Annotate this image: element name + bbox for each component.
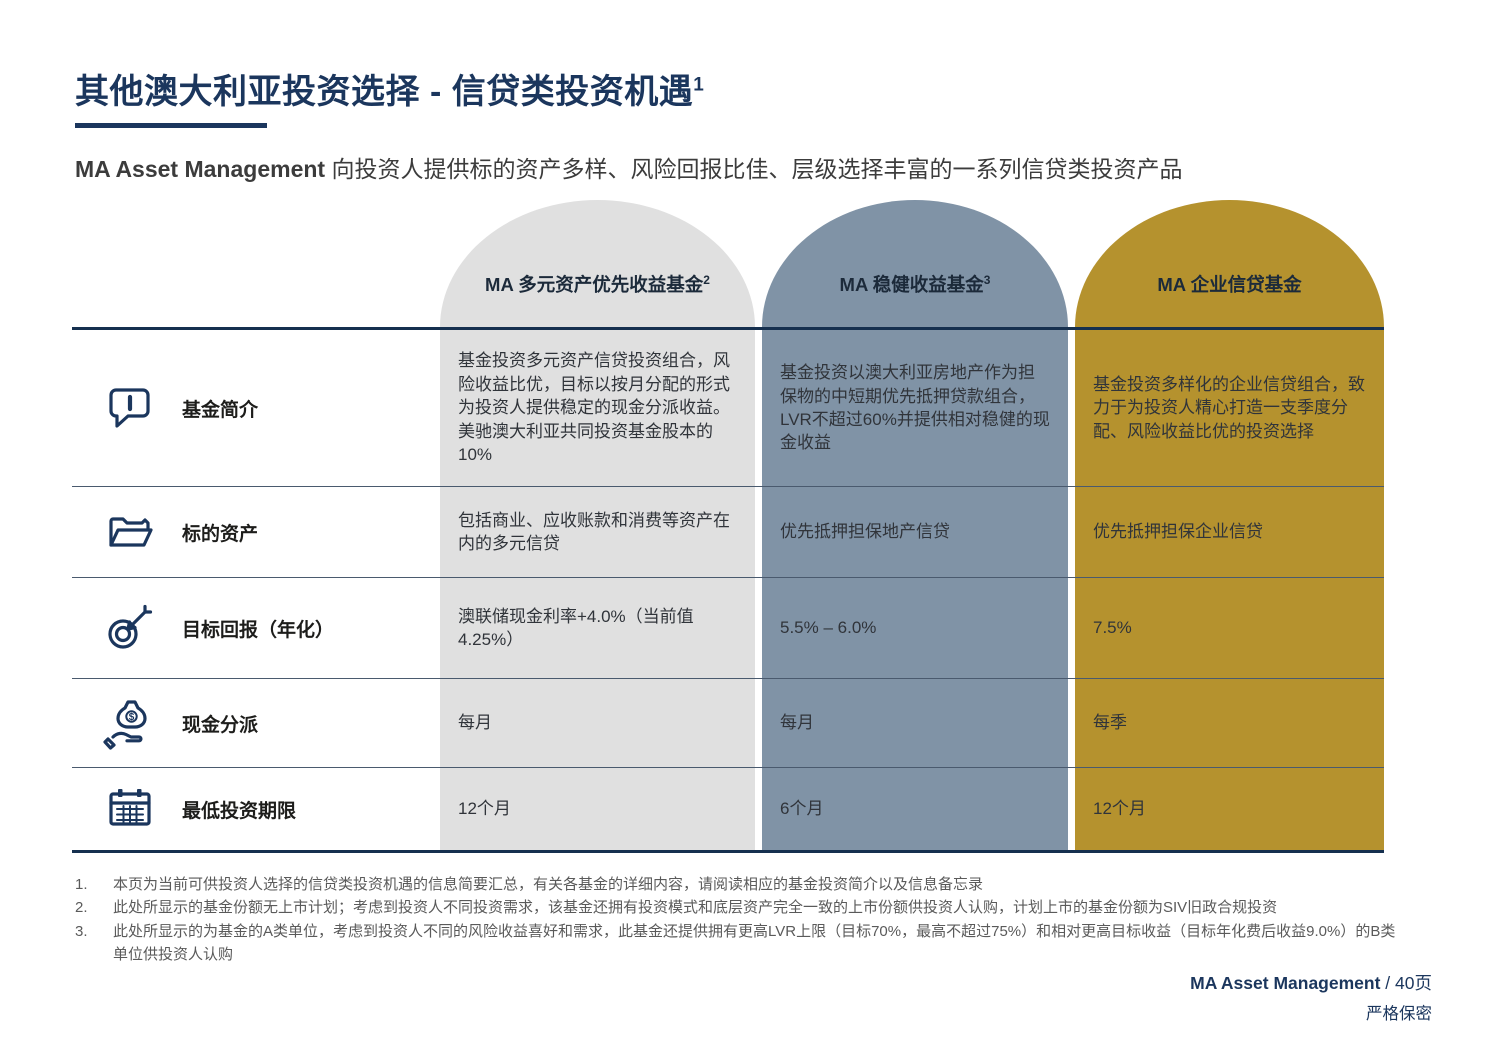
column-header-corporate-credit-fund: MA 企业信贷基金 [1075,200,1384,327]
row-label: 现金分派 [182,714,259,736]
slide-header: 其他澳大利亚投资选择 - 信贷类投资机遇1 MA Asset Managemen… [0,0,1500,184]
footnote-text: 本页为当前可供投资人选择的信贷类投资机遇的信息简要汇总，有关各基金的详细内容，请… [113,876,984,893]
row-label-cell: 基金简介 [72,330,440,486]
open-folder-icon [102,504,158,560]
page-title-footnote-ref: 1 [693,74,705,96]
cell-term-stable: 6个月 [762,768,1068,850]
row-label: 目标回报（年化） [182,619,335,641]
cell-return-diversified: 澳联储现金利率+4.0%（当前值4.25%） [440,578,755,678]
row-label-cell: 标的资产 [72,487,440,577]
subtitle-brand: MA Asset Management [75,156,326,182]
chat-bubble-info-icon [102,380,158,436]
table-header-row: MA 多元资产优先收益基金2 MA 稳健收益基金3 MA 企业信贷基金 [72,200,1384,330]
footnote-number: 2. [75,899,88,917]
cell-distribution-corporate: 每季 [1075,679,1384,767]
cell-distribution-stable: 每月 [762,679,1068,767]
cell-term-diversified: 12个月 [440,768,755,850]
cell-intro-corporate: 基金投资多样化的企业信贷组合，致力于为投资人精心打造一支季度分配、风险收益比优的… [1075,330,1384,486]
title-underline [75,123,267,128]
row-label-cell: 最低投资期限 [72,768,440,850]
cell-assets-diversified: 包括商业、应收账款和消费等资产在内的多元信贷 [440,487,755,577]
header-spacer [72,200,440,327]
cell-return-stable: 5.5% – 6.0% [762,578,1068,678]
cell-distribution-diversified: 每月 [440,679,755,767]
calendar-icon [102,781,158,837]
column-title: MA 稳健收益基金 [839,274,984,295]
slide-footer: MA Asset Management / 40页 严格保密 [1190,970,1432,1024]
row-label: 最低投资期限 [182,800,297,822]
footer-page-number: / 40页 [1385,973,1432,993]
table-row-fund-intro: 基金简介 基金投资多元资产信贷投资组合，风险收益比优，目标以按月分配的形式为投资… [72,330,1384,487]
row-label-cell: $ 现金分派 [72,679,440,767]
column-header-stable-income-fund: MA 稳健收益基金3 [762,200,1068,327]
footnote-number: 3. [75,922,88,940]
money-bag-hand-icon: $ [102,695,158,751]
footnote-text: 此处所显示的基金份额无上市计划；考虑到投资人不同投资需求，该基金还拥有投资模式和… [113,899,1278,917]
column-header-diversified-fund: MA 多元资产优先收益基金2 [440,200,755,327]
column-footnote-ref: 3 [983,272,991,287]
cell-assets-stable: 优先抵押担保地产信贷 [762,487,1068,577]
table-row-minimum-term: 最低投资期限 12个月 6个月 12个月 [72,768,1384,853]
cell-intro-stable: 基金投资以澳大利亚房地产作为担保物的中短期优先抵押贷款组合，LVR不超过60%并… [762,330,1068,486]
footer-confidential: 严格保密 [1366,1005,1432,1023]
cell-return-corporate: 7.5% [1075,578,1384,678]
page-title-text: 其他澳大利亚投资选择 - 信贷类投资机遇 [75,73,694,111]
row-label-cell: 目标回报（年化） [72,578,440,678]
table-row-cash-distribution: $ 现金分派 每月 每月 每季 [72,679,1384,768]
footnote-number: 1. [75,876,88,893]
fund-comparison-table: MA 多元资产优先收益基金2 MA 稳健收益基金3 MA 企业信贷基金 基金简介… [72,200,1384,853]
footnote-1: 1. 本页为当前可供投资人选择的信贷类投资机遇的信息简要汇总，有关各基金的详细内… [75,873,1405,896]
table-row-underlying-assets: 标的资产 包括商业、应收账款和消费等资产在内的多元信贷 优先抵押担保地产信贷 优… [72,487,1384,578]
column-title: MA 多元资产优先收益基金 [485,274,704,295]
cell-assets-corporate: 优先抵押担保企业信贷 [1075,487,1384,577]
page-title: 其他澳大利亚投资选择 - 信贷类投资机遇1 [75,64,1500,113]
column-title: MA 企业信贷基金 [1157,274,1302,295]
svg-text:$: $ [129,712,135,723]
row-label: 标的资产 [182,523,259,545]
row-label: 基金简介 [182,399,259,421]
footer-brand-page: MA Asset Management / 40页 [1190,970,1432,995]
target-arrow-icon [102,600,158,656]
table-row-target-return: 目标回报（年化） 澳联储现金利率+4.0%（当前值4.25%） 5.5% – 6… [72,578,1384,679]
subtitle-text: 向投资人提供标的资产多样、风险回报比佳、层级选择丰富的一系列信贷类投资产品 [331,156,1183,182]
footnote-text: 此处所显示的为基金的A类单位，考虑到投资人不同的风险收益喜好和需求，此基金还提供… [113,922,1396,963]
cell-term-corporate: 12个月 [1075,768,1384,850]
footnote-3: 3. 此处所显示的为基金的A类单位，考虑到投资人不同的风险收益喜好和需求，此基金… [75,920,1405,967]
footnotes: 1. 本页为当前可供投资人选择的信贷类投资机遇的信息简要汇总，有关各基金的详细内… [75,873,1405,966]
page-subtitle: MA Asset Management 向投资人提供标的资产多样、风险回报比佳、… [75,150,1500,184]
footnote-2: 2. 此处所显示的基金份额无上市计划；考虑到投资人不同投资需求，该基金还拥有投资… [75,896,1405,919]
cell-intro-diversified: 基金投资多元资产信贷投资组合，风险收益比优，目标以按月分配的形式为投资人提供稳定… [440,330,755,486]
column-footnote-ref: 2 [703,272,710,287]
footer-brand: MA Asset Management [1190,973,1381,993]
